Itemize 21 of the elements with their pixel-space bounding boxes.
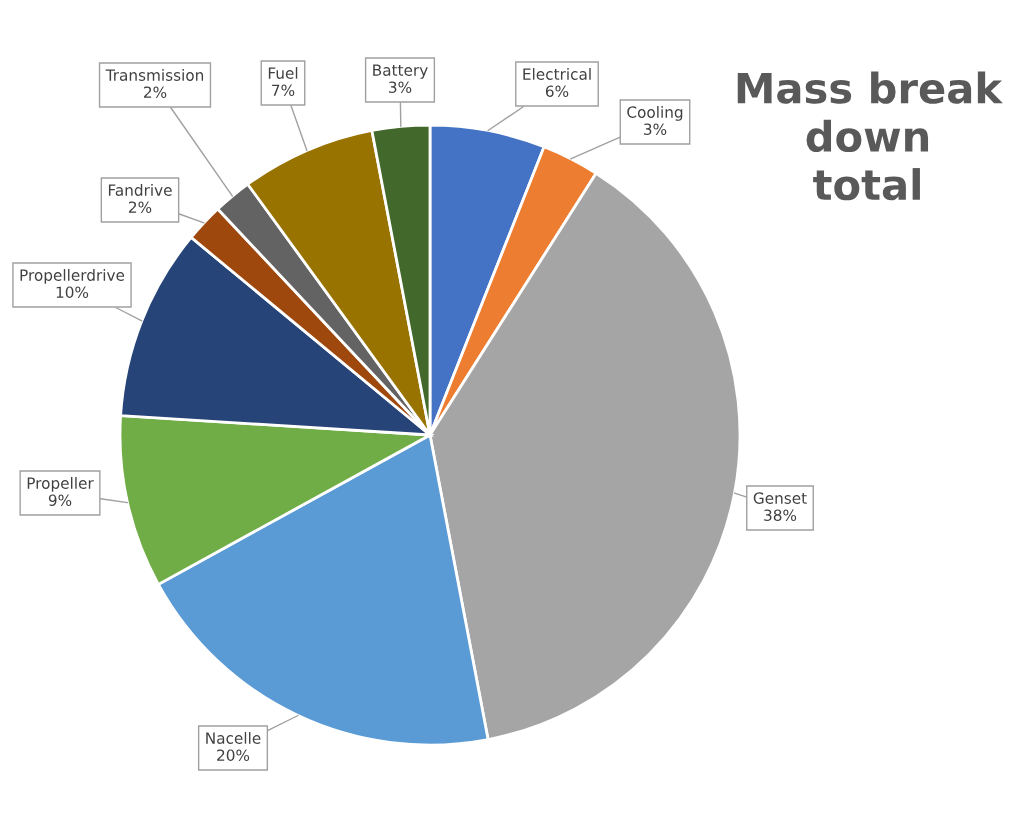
text: Mass break down total: [737, 71, 1003, 201]
data-label: 20%: [217, 749, 250, 761]
data-label: 2%: [144, 86, 167, 98]
data-label: 38%: [764, 509, 797, 521]
slice-label: Genset: [753, 492, 807, 504]
slice-label: Electrical: [523, 68, 591, 80]
data-label: 6%: [545, 85, 569, 97]
slice-label: Battery: [373, 64, 428, 79]
data-label: 9%: [48, 494, 72, 506]
data-label: 3%: [644, 123, 667, 135]
slice-label: Propellerdrive: [20, 269, 125, 284]
slice-label: Nacelle: [206, 732, 261, 744]
slice-label: Propeller: [27, 477, 94, 492]
slice-label: Fuel: [268, 67, 298, 79]
data-label: 10%: [56, 286, 89, 298]
data-label: 7%: [272, 84, 295, 96]
slice-label: Fandrive: [108, 184, 172, 196]
data-label: 2%: [129, 201, 152, 213]
slice-label: Cooling: [627, 106, 683, 121]
data-label: 3%: [389, 81, 412, 93]
slice-label: Transmission: [105, 69, 204, 81]
